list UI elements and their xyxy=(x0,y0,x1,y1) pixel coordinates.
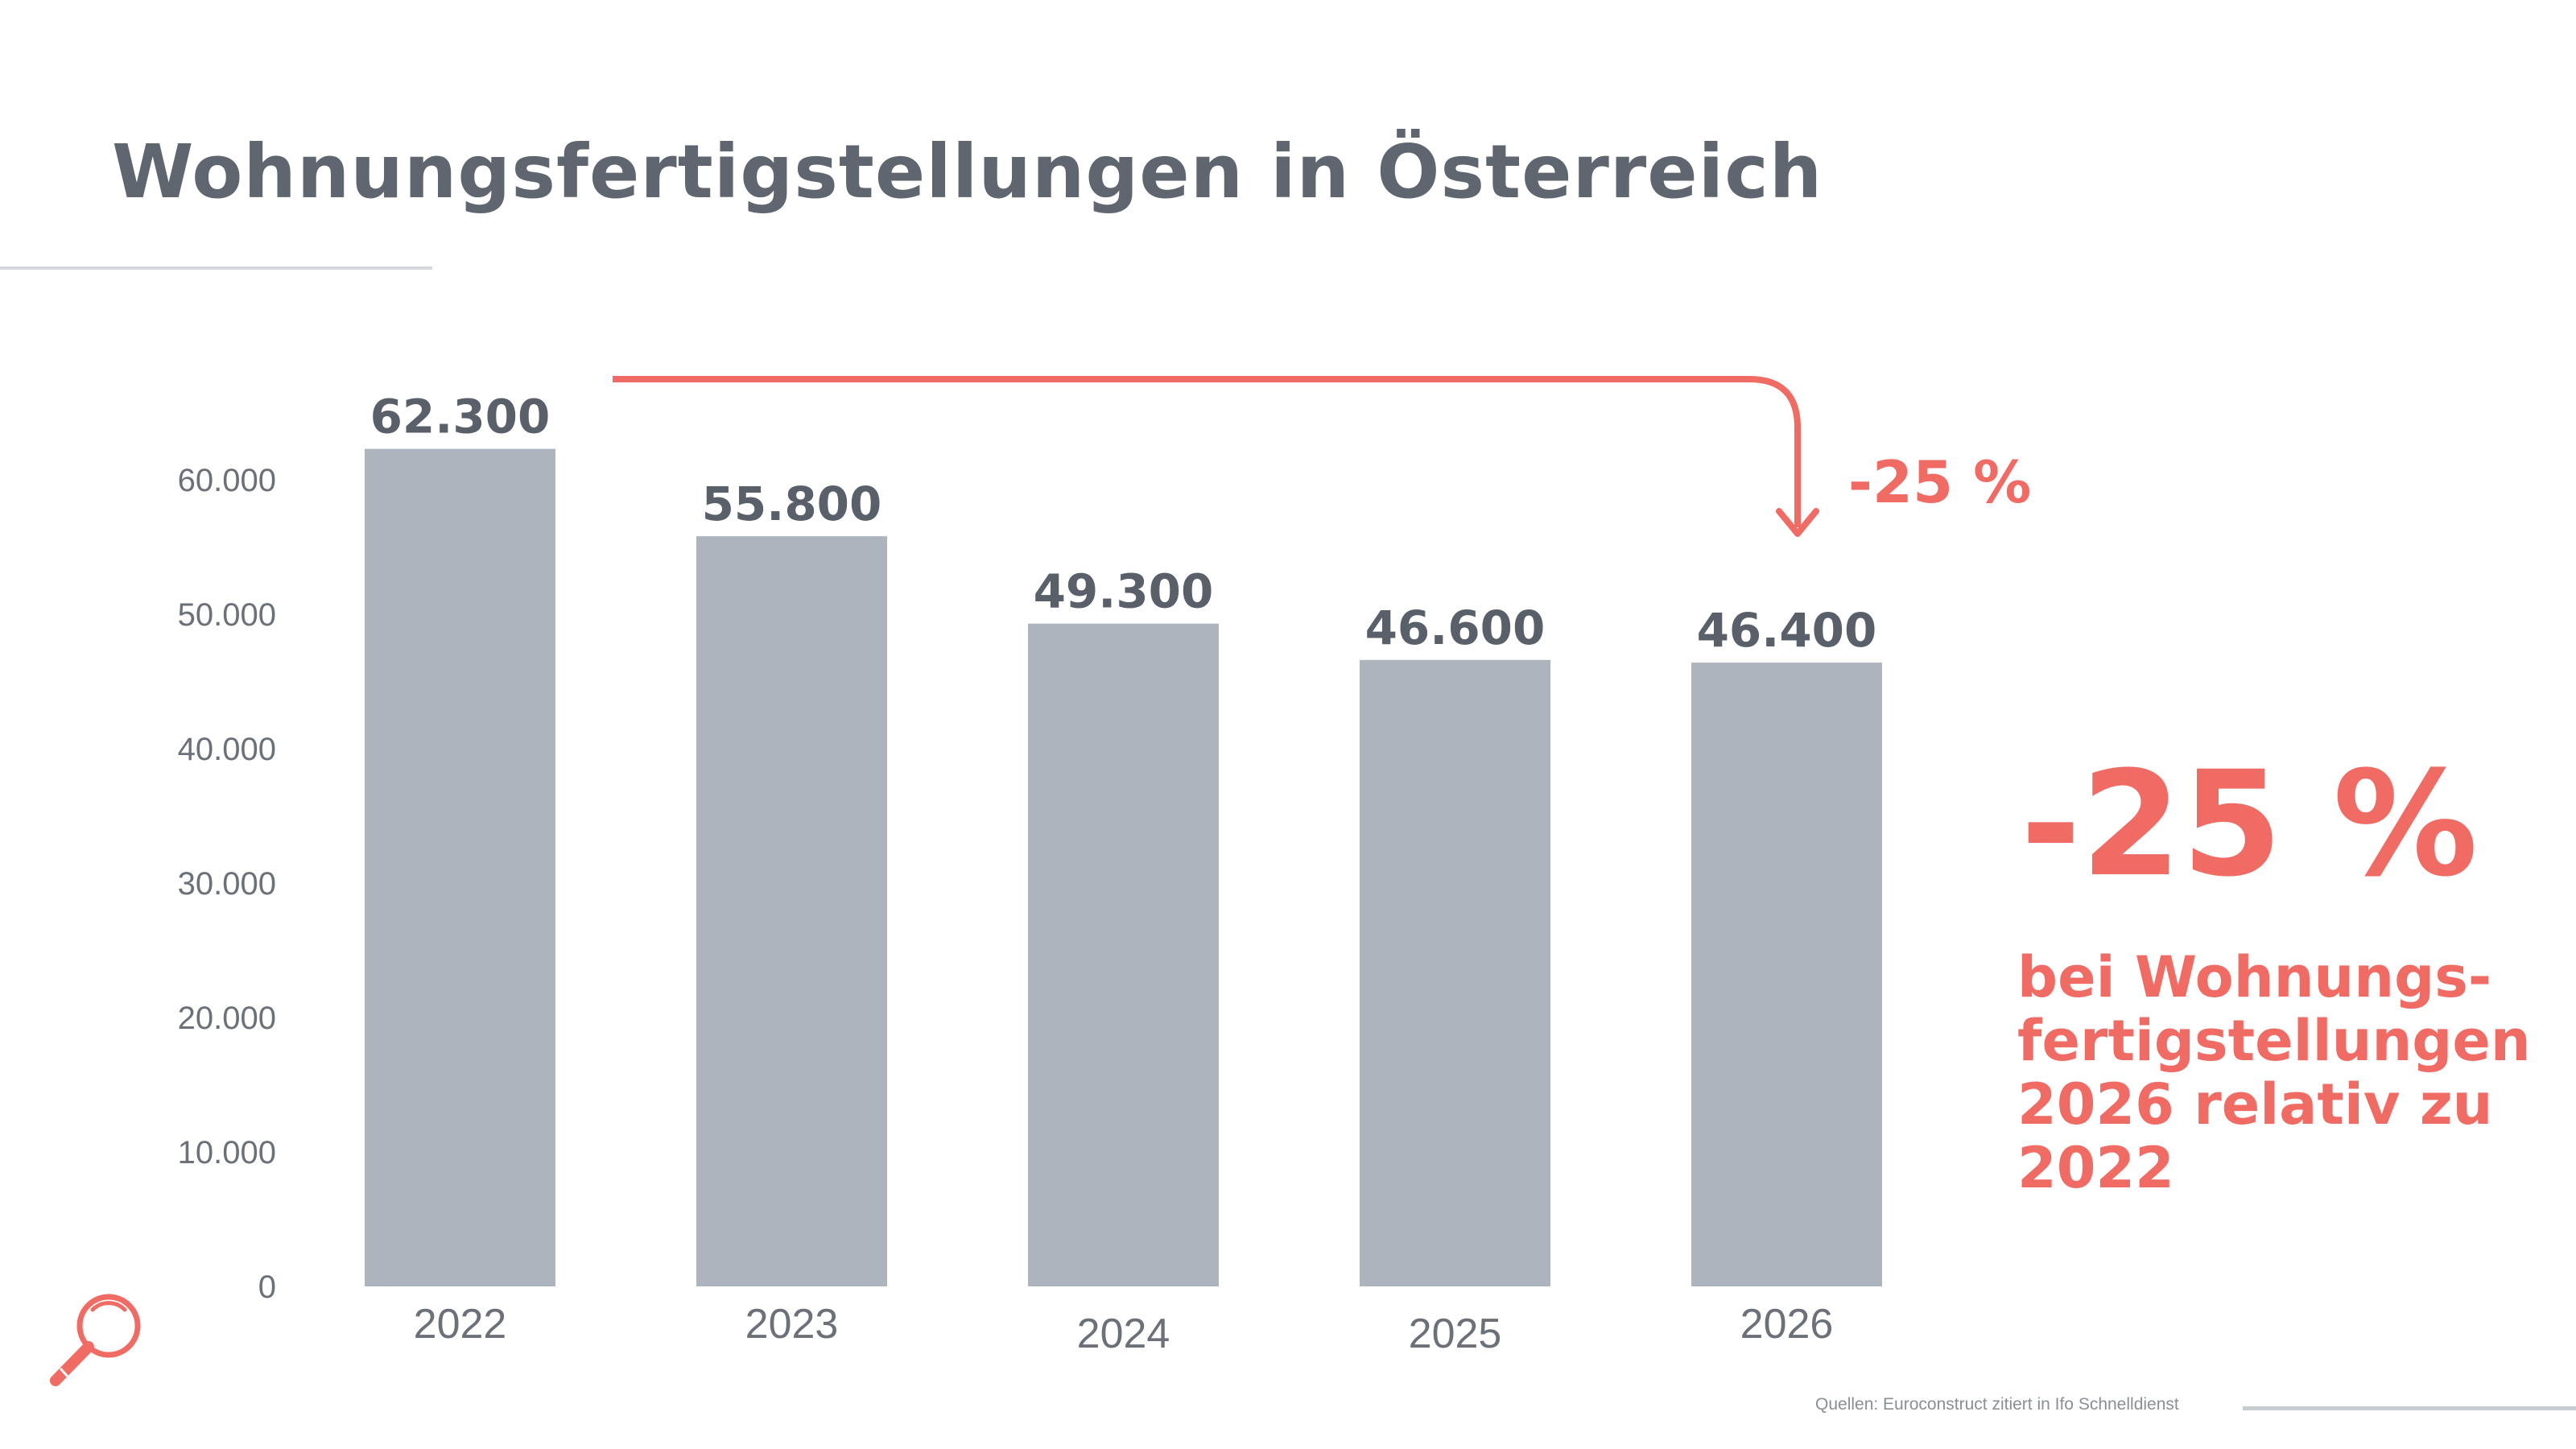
bar xyxy=(696,536,887,1286)
y-tick-label: 50.000 xyxy=(178,597,276,633)
decline-arrow-line xyxy=(613,376,1801,527)
y-tick-label: 20.000 xyxy=(178,1001,276,1036)
y-tick-label: 30.000 xyxy=(178,866,276,902)
decline-annotation-label: -25 % xyxy=(1848,448,2031,516)
source-divider xyxy=(2243,1406,2576,1410)
highlight-line: fertigstellungen xyxy=(2017,1008,2531,1074)
x-tick-label: 2024 xyxy=(1077,1311,1170,1357)
data-label: 46.600 xyxy=(1365,601,1546,655)
y-tick-label: 60.000 xyxy=(178,463,276,498)
bar xyxy=(1028,623,1219,1286)
y-tick-label: 10.000 xyxy=(178,1135,276,1170)
bar xyxy=(1360,659,1550,1286)
highlight-line: 2022 xyxy=(2017,1135,2174,1201)
bar xyxy=(365,448,555,1286)
x-tick-label: 2022 xyxy=(414,1301,507,1348)
magnifier-icon xyxy=(44,1292,149,1396)
data-label: 49.300 xyxy=(1034,564,1214,619)
source-note: Quellen: Euroconstruct zitiert in Ifo Sc… xyxy=(1815,1395,2179,1414)
x-tick-label: 2023 xyxy=(745,1301,839,1348)
x-tick-label: 2026 xyxy=(1740,1301,1834,1348)
x-tick-label: 2025 xyxy=(1409,1311,1502,1357)
highlight-line: bei Wohnungs- xyxy=(2017,944,2491,1010)
arrow-head-icon xyxy=(1776,508,1819,537)
highlight-description: bei Wohnungs- fertigstellungen 2026 rela… xyxy=(2017,946,2531,1200)
page-title: Wohnungsfertigstellungen in Österreich xyxy=(112,129,1823,215)
data-label: 55.800 xyxy=(702,477,882,531)
data-label: 62.300 xyxy=(370,390,551,444)
highlight-value: -25 % xyxy=(2021,741,2479,909)
y-tick-label: 0 xyxy=(258,1269,276,1305)
data-label: 46.400 xyxy=(1697,603,1877,658)
title-divider xyxy=(0,266,432,270)
bar xyxy=(1691,663,1882,1286)
y-tick-label: 40.000 xyxy=(178,732,276,767)
highlight-line: 2026 relativ zu xyxy=(2017,1071,2493,1137)
